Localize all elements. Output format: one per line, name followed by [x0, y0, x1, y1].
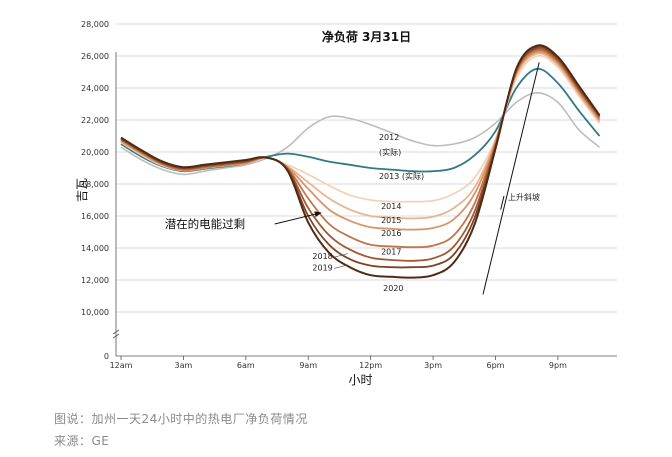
annotation-label: 2018 [312, 252, 332, 261]
y-tick-label: 10,000 [81, 308, 109, 317]
y-tick-label: 16,000 [81, 212, 109, 221]
x-tick-label: 12am [110, 361, 133, 370]
x-tick-label: 9pm [549, 361, 567, 370]
series-line-2020 [120, 44, 601, 279]
annotation-label: 2013 (实际) [379, 171, 424, 181]
y-tick-label: 0 [104, 352, 109, 361]
series-line-2014 [120, 54, 601, 203]
series-lines [120, 44, 601, 279]
x-tick-label: 6pm [487, 361, 505, 370]
x-tick-label: 9am [299, 361, 317, 370]
y-tick-label: 20,000 [81, 148, 109, 157]
ramp-line [482, 62, 540, 295]
y-tick-label: 22,000 [81, 116, 109, 125]
figure-source: 来源：GE [54, 434, 110, 448]
y-axis-label: 吉瓦 [75, 178, 89, 202]
annotation-label: 2012 [379, 133, 399, 142]
annotation-arrow [274, 211, 322, 225]
annotation-label: 2016 [381, 229, 401, 238]
x-tick-label: 3am [175, 361, 193, 370]
annotation-label: 2017 [381, 247, 401, 256]
series-line-2012 [120, 92, 601, 176]
annotation-label: 潜在的电能过剩 [165, 217, 246, 231]
gridlines [116, 23, 617, 313]
y-tick-label: 24,000 [81, 84, 109, 93]
net-load-chart: 0 10,000 12,000 14,000 16,000 18,000 20,000 22,… [75, 20, 617, 387]
x-tick-label: 12pm [359, 361, 382, 370]
axes: 0 10,000 12,000 14,000 16,000 18,000 20,000 22,… [81, 20, 617, 370]
annotation-label: 2015 [381, 216, 401, 225]
series-line-2016 [120, 50, 601, 231]
annotation-label: 2020 [383, 284, 403, 293]
x-tick-label: 3pm [424, 361, 442, 370]
y-tick-label: 26,000 [81, 52, 109, 61]
chart-title: 净负荷 3月31日 [322, 29, 411, 44]
ramp-pointer [500, 195, 505, 210]
y-tick-label: 12,000 [81, 276, 109, 285]
x-axis-label: 小时 [348, 373, 372, 387]
figure-caption: 图说：加州一天24小时中的热电厂净负荷情况 [54, 412, 308, 426]
label-leader [334, 264, 348, 269]
annotation-label: 2019 [312, 263, 332, 272]
x-tick-label: 6am [237, 361, 255, 370]
axis-break-mark [112, 329, 120, 339]
y-tick-label: 28,000 [81, 20, 109, 29]
annotation-label: 上升斜坡 [508, 192, 540, 202]
y-tick-label: 14,000 [81, 244, 109, 253]
y-tick-label: 18,000 [81, 180, 109, 189]
label-leader [334, 253, 348, 258]
annotation-label: 2014 [381, 202, 401, 211]
series-line-2019 [120, 45, 601, 269]
annotation-label: (实际) [379, 147, 401, 157]
